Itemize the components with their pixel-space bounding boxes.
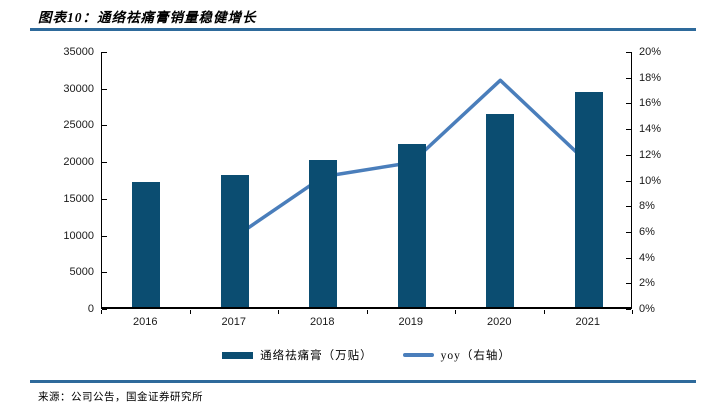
bar-2020	[486, 113, 515, 307]
left-axis-tick-label: 35000	[63, 46, 94, 58]
right-axis-tick-mark	[626, 129, 631, 131]
right-axis-tick-label: 14%	[639, 123, 662, 136]
right-axis-tick-mark	[626, 180, 631, 182]
footer-divider-rule	[30, 380, 696, 383]
left-axis-tick-mark	[102, 309, 107, 310]
right-axis-tick-mark	[626, 206, 631, 208]
legend-item-bar-series: 通络祛痛膏（万贴）	[222, 347, 373, 363]
left-axis-tick-label: 30000	[63, 82, 94, 95]
left-axis-tick-label: 10000	[63, 229, 94, 242]
right-axis-tick-label: 4%	[639, 251, 655, 264]
right-axis-tick-label: 6%	[639, 225, 655, 238]
left-axis-tick-mark	[102, 125, 107, 127]
x-axis-tick-mark	[189, 310, 191, 314]
x-axis-label-2020: 2020	[487, 316, 512, 328]
right-axis-tick-mark	[626, 77, 631, 79]
x-axis-tick-mark	[366, 310, 368, 314]
right-axis-tick-mark	[626, 154, 631, 156]
right-axis-tick-label: 2%	[639, 277, 655, 290]
right-axis-tick-mark	[626, 52, 631, 53]
right-axis-tick-label: 0%	[639, 303, 655, 315]
left-axis-tick-mark	[102, 235, 107, 237]
right-axis-tick-label: 20%	[639, 46, 662, 58]
chart-legend: 通络祛痛膏（万贴） yoy（右轴）	[101, 347, 632, 363]
left-axis-tick-mark	[102, 198, 107, 200]
right-axis-tick-mark	[626, 103, 631, 105]
left-axis-tick-label: 20000	[63, 156, 94, 169]
left-axis-tick-label: 25000	[63, 119, 94, 132]
yoy-line-series	[233, 78, 591, 239]
right-axis-tick-label: 18%	[639, 71, 662, 84]
right-axis-tick-label: 16%	[639, 97, 662, 110]
legend-item-line-series: yoy（右轴）	[402, 347, 511, 363]
bar-2019	[397, 144, 426, 307]
bar-2021	[574, 91, 603, 307]
right-axis-tick-mark	[626, 231, 631, 233]
right-axis-tick-mark	[626, 257, 631, 259]
x-axis-tick-mark	[455, 310, 456, 314]
bar-series-swatch-icon	[222, 351, 254, 359]
left-axis-tick-label: 0	[87, 303, 94, 315]
x-axis-tick-mark	[278, 310, 279, 314]
left-axis-tick-mark	[102, 52, 107, 53]
right-axis-tick-label: 12%	[639, 148, 662, 161]
bar-2017	[220, 174, 249, 307]
x-axis-label-2019: 2019	[398, 316, 424, 328]
left-axis-tick-mark	[102, 88, 107, 90]
figure-title: 图表10：通络祛痛膏销量稳健增长	[38, 10, 257, 25]
title-divider-rule	[30, 28, 696, 31]
x-axis-tick-mark	[101, 310, 102, 314]
x-axis-label-2018: 2018	[310, 316, 335, 328]
legend-label-bar-series: 通络祛痛膏（万贴）	[260, 350, 373, 362]
right-axis-tick-label: 8%	[639, 200, 655, 213]
x-axis-tick-mark	[543, 310, 545, 314]
legend-label-line-series: yoy（右轴）	[440, 350, 511, 362]
left-axis-tick-mark	[102, 272, 107, 274]
source-note: 来源：公司公告，国金证券研究所	[38, 392, 203, 403]
right-axis-tick-mark	[626, 283, 631, 285]
left-axis-tick-label: 15000	[63, 192, 94, 205]
x-axis-label-2017: 2017	[221, 316, 247, 328]
bar-2016	[132, 182, 161, 307]
x-axis-label-2016: 2016	[133, 316, 158, 328]
left-axis-tick-mark	[102, 162, 107, 164]
right-axis-tick-label: 10%	[639, 174, 662, 187]
x-axis-label-2021: 2021	[575, 316, 601, 328]
plot-area	[101, 52, 632, 309]
line-series-swatch-icon	[402, 353, 434, 357]
bar-2018	[309, 160, 338, 307]
right-axis-tick-mark	[626, 309, 631, 310]
x-axis-tick-mark	[632, 310, 633, 314]
left-axis-tick-label: 5000	[69, 266, 94, 279]
